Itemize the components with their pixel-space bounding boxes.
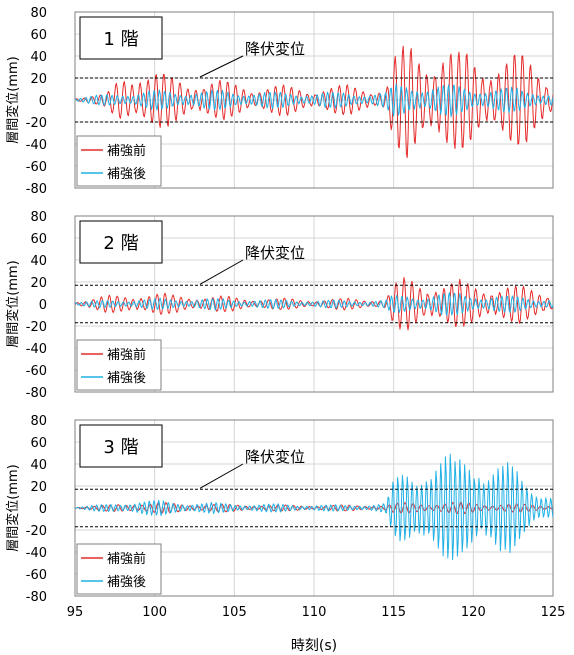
y-tick-label: -40 xyxy=(26,138,47,153)
y-tick-label: -80 xyxy=(26,386,47,401)
y-tick-label: 20 xyxy=(30,480,47,495)
y-tick-label: 0 xyxy=(39,502,47,517)
chart-panel: 80 60 40 20 0 -20 -40 -60 -80 層間変位(mm) 降伏変位 3 階補強前補… xyxy=(5,414,554,605)
legend-entry-label: 補強後 xyxy=(107,167,146,182)
legend-box xyxy=(76,339,162,391)
y-axis-label: 層間変位(mm) xyxy=(5,464,21,551)
series-group xyxy=(75,277,553,331)
legend-box xyxy=(76,543,162,595)
panel-label: 3 階 xyxy=(103,437,138,458)
series-group xyxy=(75,453,553,561)
legend-entry-label: 補強前 xyxy=(107,347,146,363)
legend-entry-label: 補強前 xyxy=(107,143,146,159)
y-tick-label: 0 xyxy=(39,298,47,313)
x-tick-label: 100 xyxy=(142,605,167,620)
y-tick-label: 80 xyxy=(30,414,47,429)
y-axis-label: 層間変位(mm) xyxy=(5,260,21,347)
legend-entry-label: 補強後 xyxy=(107,371,146,386)
x-axis-tick-labels: 95 100 105 110 115 120 125 xyxy=(67,605,566,620)
chart-panel: 80 60 40 20 0 -20 -40 -60 -80 層間変位(mm) 降伏変位 1 階補強前補… xyxy=(5,6,554,197)
x-tick-label: 110 xyxy=(302,605,327,620)
y-tick-label: 60 xyxy=(30,436,47,451)
annotation-label: 降伏変位 xyxy=(245,40,305,58)
series-line xyxy=(75,292,553,316)
x-tick-label: 120 xyxy=(461,605,486,620)
x-tick-label: 105 xyxy=(222,605,247,620)
y-tick-label: -80 xyxy=(26,590,47,605)
y-tick-label: 40 xyxy=(30,458,47,473)
y-tick-label: 20 xyxy=(30,276,47,291)
annotation-leader xyxy=(199,55,244,78)
y-tick-label: -80 xyxy=(26,182,47,197)
y-tick-label: -20 xyxy=(26,320,47,335)
y-tick-label: 60 xyxy=(30,232,47,247)
chart-panel: 80 60 40 20 0 -20 -40 -60 -80 層間変位(mm) 降伏変位 2 階補強前補… xyxy=(5,210,554,401)
y-tick-label: -40 xyxy=(26,342,47,357)
x-tick-label: 95 xyxy=(67,605,84,620)
legend-entry-label: 補強後 xyxy=(107,575,146,590)
annotation-leader xyxy=(199,259,244,285)
y-tick-label: -40 xyxy=(26,546,47,561)
panel-label-box xyxy=(79,16,163,60)
x-tick-label: 125 xyxy=(541,605,566,620)
y-tick-label: 60 xyxy=(30,28,47,43)
annotation-leader xyxy=(199,463,244,489)
panel-label-box xyxy=(79,220,163,264)
y-tick-label: 80 xyxy=(30,210,47,225)
y-tick-label: 20 xyxy=(30,72,47,87)
x-axis-label: 時刻(s) xyxy=(291,638,337,654)
y-tick-label: -20 xyxy=(26,116,47,131)
plot-area-frame xyxy=(74,11,554,189)
y-tick-label: -60 xyxy=(26,160,47,175)
legend-box xyxy=(76,135,162,187)
series-group xyxy=(75,45,553,159)
series-line xyxy=(75,83,553,118)
y-tick-label: -20 xyxy=(26,524,47,539)
legend-entry-label: 補強前 xyxy=(107,551,146,567)
y-axis-label: 層間変位(mm) xyxy=(5,56,21,143)
panel-label: 2 階 xyxy=(103,233,138,254)
x-tick-label: 115 xyxy=(381,605,406,620)
y-tick-label: -60 xyxy=(26,364,47,379)
y-tick-label: 40 xyxy=(30,254,47,269)
series-line xyxy=(75,45,553,159)
y-tick-label: 80 xyxy=(30,6,47,21)
annotation-label: 降伏変位 xyxy=(245,244,305,262)
annotation-label: 降伏変位 xyxy=(245,448,305,466)
y-tick-label: 40 xyxy=(30,50,47,65)
y-tick-label: 0 xyxy=(39,94,47,109)
y-tick-label: -60 xyxy=(26,568,47,583)
panel-label: 1 階 xyxy=(103,29,138,50)
series-line xyxy=(75,453,553,561)
panel-label-box xyxy=(79,424,163,468)
